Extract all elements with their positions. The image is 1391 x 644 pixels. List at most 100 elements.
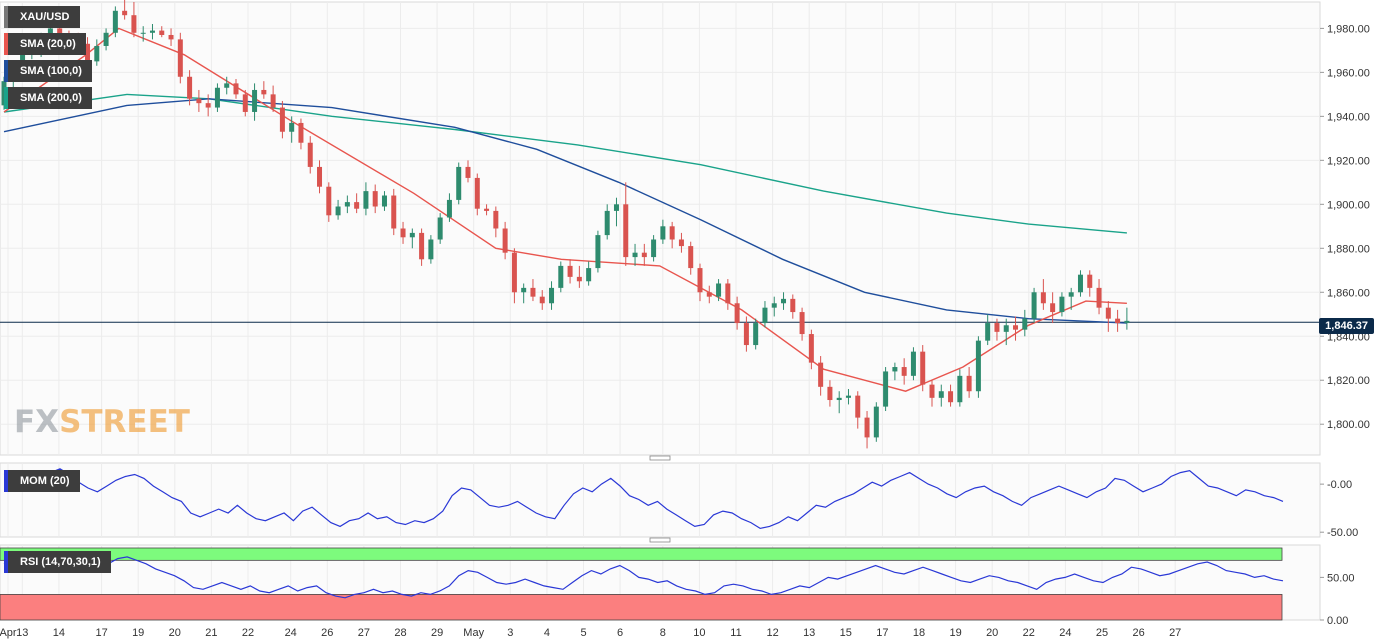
candle-body: [307, 142, 313, 167]
legend-sma100: SMA (100,0): [4, 60, 92, 82]
rsi-oversold-zone: [0, 594, 1283, 621]
candle-body: [242, 94, 248, 112]
axes: Apr 13 14 17 19 20 21 22 24 26 27 28 29 May 3 4 5 6 8 10 11 1…: [0, 23, 1370, 639]
candle-body: [419, 232, 425, 260]
y-tick-label: 1,860.00: [1327, 287, 1370, 299]
candle-body: [651, 239, 657, 258]
legend-rsi-text: RSI (14,70,30,1): [20, 556, 101, 568]
candle-body: [131, 15, 137, 33]
y-tick-label: 1,980.00: [1327, 23, 1370, 35]
instrument-label: XAU/USD: [4, 6, 80, 28]
candle-body: [604, 210, 610, 236]
x-tick-label: 11: [730, 627, 741, 639]
candle-body: [205, 103, 211, 108]
moving-averages: [0, 27, 1320, 392]
candle-body: [465, 166, 471, 178]
candle-body: [1059, 296, 1065, 313]
mom-tick-label: -0.00: [1327, 479, 1352, 491]
rsi-zones: [0, 547, 1283, 621]
candle-body: [187, 76, 193, 99]
candle-body: [1003, 325, 1009, 332]
candle-body: [929, 384, 935, 398]
candle-body: [149, 30, 155, 33]
candle-body: [753, 323, 759, 346]
legend-rsi: RSI (14,70,30,1): [4, 551, 111, 573]
current-price-tag: 1,846.37: [1319, 318, 1374, 334]
candle-body: [613, 204, 619, 211]
y-tick-label: 1,820.00: [1327, 375, 1370, 387]
x-tick-label: 13: [803, 627, 815, 639]
candle-body: [558, 265, 564, 288]
x-tick-label: 22: [242, 627, 254, 639]
legend-mom: MOM (20): [4, 470, 80, 492]
candle-body: [298, 122, 304, 143]
candle-body: [790, 298, 796, 313]
candle-body: [252, 89, 258, 112]
legend-sma20: SMA (20,0): [4, 33, 86, 55]
x-tick-label: 24: [1059, 627, 1071, 639]
candle-body: [771, 303, 777, 308]
x-tick-label: 28: [394, 627, 406, 639]
candle-body: [1031, 292, 1037, 319]
candle-body: [641, 252, 647, 258]
candle-body: [1096, 287, 1102, 308]
panel-separator-2: [649, 537, 671, 543]
candle-body: [335, 206, 341, 216]
candle-body: [762, 307, 768, 324]
candle-body: [168, 34, 174, 40]
candle-body: [1013, 325, 1019, 330]
x-tick-label: 25: [1096, 627, 1108, 639]
x-tick-label: 20: [169, 627, 181, 639]
mom-tick-label: -50.00: [1327, 527, 1358, 539]
candle-body: [688, 246, 694, 269]
candle-body: [214, 87, 220, 108]
x-tick-label: 5: [580, 627, 586, 639]
y-tick-label: 1,880.00: [1327, 243, 1370, 255]
y-tick-label: 1,940.00: [1327, 111, 1370, 123]
candle-body: [1124, 320, 1130, 324]
candle-body: [502, 228, 508, 253]
candle-body: [716, 283, 722, 297]
x-tick-label: Apr: [0, 627, 17, 639]
x-tick-label: 15: [840, 627, 852, 639]
rsi-tick-label: 0.00: [1327, 615, 1348, 627]
panel-separator-1: [649, 455, 671, 461]
candle-body: [678, 239, 684, 247]
x-tick-label: 19: [132, 627, 144, 639]
candle-body: [910, 351, 916, 376]
x-tick-label: 24: [285, 627, 297, 639]
x-tick-label: 20: [986, 627, 998, 639]
current-price-text: 1,846.37: [1325, 320, 1368, 332]
x-tick-label: May: [463, 627, 484, 639]
candle-body: [975, 340, 981, 392]
candle-body: [446, 199, 452, 218]
candle-body: [484, 208, 490, 211]
candle-body: [1077, 274, 1083, 293]
candle-body: [660, 226, 666, 240]
x-tick-label: 4: [544, 627, 550, 639]
candle-body: [586, 268, 592, 282]
candle-body: [549, 287, 555, 304]
candle-body: [994, 323, 1000, 332]
candle-body: [781, 298, 787, 304]
logo-street: STREET: [59, 404, 190, 440]
x-tick-label: 26: [1132, 627, 1144, 639]
chart-background: [0, 1, 1321, 621]
candle-body: [901, 367, 907, 376]
candle-body: [948, 391, 954, 403]
candle-body: [623, 204, 629, 258]
candle-body: [938, 391, 944, 398]
momentum-line: [3, 468, 1284, 530]
x-tick-label: 26: [321, 627, 333, 639]
candle-body: [326, 186, 332, 216]
candle-body: [261, 89, 267, 95]
candle-body: [1115, 318, 1121, 324]
candle-body: [855, 395, 861, 418]
candle-body: [632, 252, 638, 258]
candle-body: [845, 395, 851, 398]
x-tick-label: 19: [949, 627, 961, 639]
candle-body: [725, 283, 731, 304]
candlesticks: [1, 0, 1130, 449]
candle-body: [112, 10, 118, 33]
x-tick-label: 17: [876, 627, 888, 639]
